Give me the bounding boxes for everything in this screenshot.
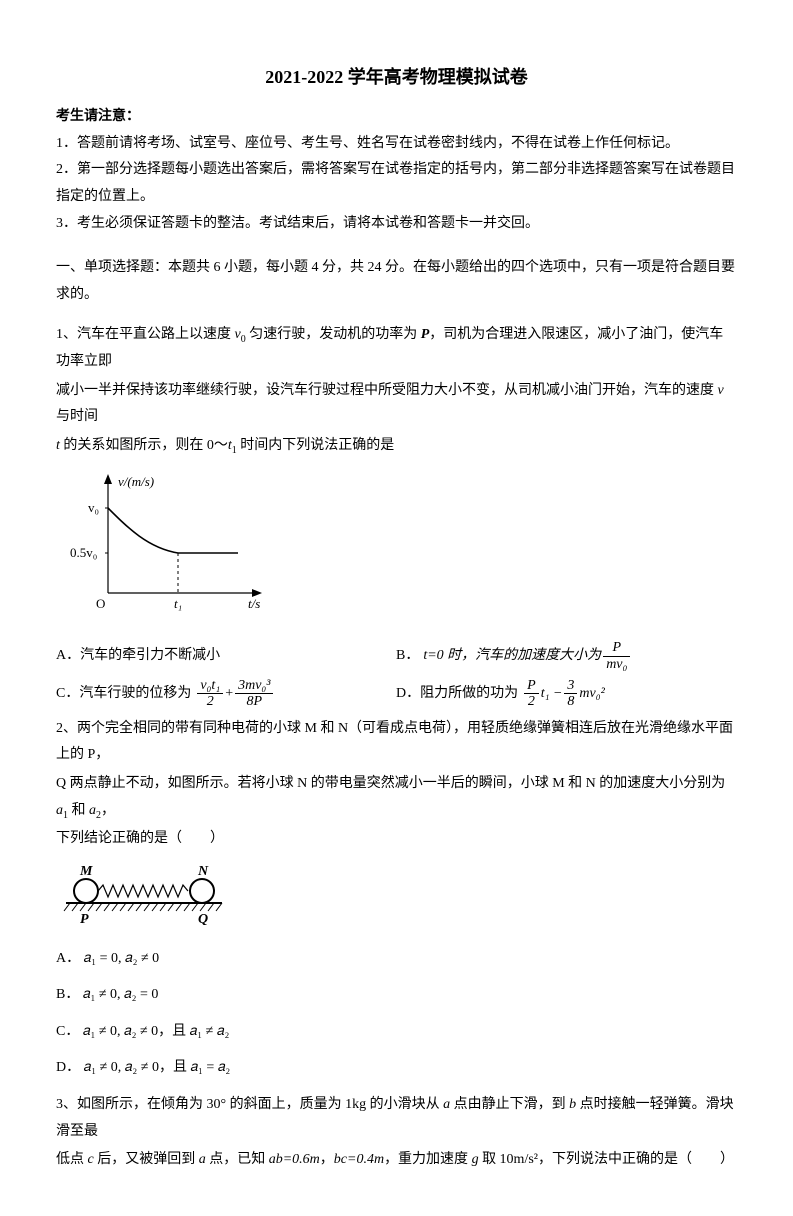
q3-l1c: 点由静止下滑，到 bbox=[450, 1097, 569, 1112]
q1-optD-t1: t₁ − bbox=[541, 681, 563, 708]
q2-spring-diagram: M N P Q bbox=[62, 863, 737, 936]
frac-num: P bbox=[524, 678, 539, 693]
q2-end: ， bbox=[101, 803, 115, 818]
q3-l2g: ， bbox=[320, 1152, 334, 1167]
exam-notice: 考生请注意： 1．答题前请将考场、试室号、座位号、考生号、姓名写在试卷密封线内，… bbox=[56, 104, 737, 237]
frac-num: 3 bbox=[564, 678, 577, 693]
q2-line2: Q 两点静止不动，如图所示。若将小球 N 的带电量突然减小一半后的瞬间，小球 M… bbox=[56, 771, 737, 824]
q1-optB-fraction: P mv₀ bbox=[603, 640, 630, 672]
q2-option-b: B． 𝑎₁ ≠ 0, 𝑎₂ = 0 bbox=[56, 982, 737, 1009]
q3-l2e: 点，已知 bbox=[206, 1152, 269, 1167]
q1-optD-frac1: P 2 bbox=[524, 678, 539, 710]
q1-option-d: D．阻力所做的功为 P 2 t₁ − 3 8 mv₀² bbox=[396, 678, 605, 710]
q2-a1: a bbox=[56, 803, 63, 818]
q1-optC-plus: + bbox=[225, 681, 233, 708]
graph-x-label: t/s bbox=[248, 596, 260, 611]
question-1: 1、汽车在平直公路上以速度 v0 匀速行驶，发动机的功率为 P，司机为合理进入限… bbox=[56, 322, 737, 710]
q1-text6: 的关系如图所示，则在 0～ bbox=[60, 438, 228, 453]
q1-optB-prefix: B． bbox=[396, 643, 419, 670]
graph-ytick-halfv0: 0.5v₀ bbox=[70, 545, 97, 560]
diagram-label-Q: Q bbox=[198, 912, 208, 925]
q3-l2c: 后，又被弹回到 bbox=[94, 1152, 199, 1167]
notice-line-3: 3．考生必须保证答题卡的整洁。考试结束后，请将本试卷和答题卡一并交回。 bbox=[56, 211, 737, 238]
q1-stem-line3: t 的关系如图所示，则在 0～t1 时间内下列说法正确的是 bbox=[56, 433, 737, 460]
notice-line-2: 2．第一部分选择题每小题选出答案后，需将答案写在试卷指定的括号内，第二部分非选择… bbox=[56, 157, 737, 210]
q1-stem-line2: 减小一半并保持该功率继续行驶，设汽车行驶过程中所受阻力大小不变，从司机减小油门开… bbox=[56, 378, 737, 431]
graph-y-label: v/(m/s) bbox=[118, 474, 154, 489]
frac-den: 2 bbox=[525, 694, 538, 709]
q1-text: 1、汽车在平直公路上以速度 bbox=[56, 327, 235, 342]
graph-origin: O bbox=[96, 596, 105, 611]
q1-velocity-time-graph: v/(m/s) v₀ 0.5v₀ O t₁ t/s bbox=[68, 468, 737, 629]
graph-ytick-v0: v₀ bbox=[88, 500, 99, 515]
page-title: 2021-2022 学年高考物理模拟试卷 bbox=[56, 60, 737, 94]
q2-option-a: A． 𝑎₁ = 0, 𝑎₂ ≠ 0 bbox=[56, 946, 737, 973]
q1-optC-prefix: C．汽车行驶的位移为 bbox=[56, 681, 191, 708]
q1-text2: 匀速行驶，发动机的功率为 bbox=[246, 327, 421, 342]
q1-text5: 与时间 bbox=[56, 409, 98, 424]
q2-mid: 和 bbox=[68, 803, 89, 818]
notice-heading: 考生请注意： bbox=[56, 104, 737, 131]
diagram-label-P: P bbox=[80, 912, 89, 925]
frac-num: P bbox=[610, 640, 625, 655]
q1-option-a: A．汽车的牵引力不断减小 bbox=[56, 643, 356, 670]
q1-optC-frac2: 3mv₀³ 8P bbox=[235, 678, 273, 710]
frac-num: v₀t₁ bbox=[197, 678, 223, 693]
diagram-label-N: N bbox=[197, 864, 209, 879]
graph-xtick-t1: t₁ bbox=[174, 596, 182, 611]
q1-optA-text: A．汽车的牵引力不断减小 bbox=[56, 643, 220, 670]
q3-l1a: 3、如图所示，在倾角为 30° 的斜面上，质量为 1kg 的小滑块从 bbox=[56, 1097, 443, 1112]
q1-text4: 减小一半并保持该功率继续行驶，设汽车行驶过程中所受阻力大小不变，从司机减小油门开… bbox=[56, 383, 718, 398]
q1-stem-line1: 1、汽车在平直公路上以速度 v0 匀速行驶，发动机的功率为 P，司机为合理进入限… bbox=[56, 322, 737, 375]
q1-v: v bbox=[718, 383, 724, 398]
frac-den: 8P bbox=[244, 694, 266, 709]
q2-line2-a: Q 两点静止不动，如图所示。若将小球 N 的带电量突然减小一半后的瞬间，小球 M… bbox=[56, 776, 725, 791]
frac-num: 3mv₀³ bbox=[235, 678, 273, 693]
diagram-label-M: M bbox=[79, 864, 93, 879]
q1-P: P bbox=[421, 327, 430, 342]
q2-line3: 下列结论正确的是（ ） bbox=[56, 826, 737, 853]
q1-option-b: B． t=0 时，汽车的加速度大小为 P mv₀ bbox=[396, 640, 632, 672]
q3-l2k: 取 10m/s²，下列说法中正确的是（ ） bbox=[479, 1152, 734, 1167]
frac-den: 8 bbox=[564, 694, 577, 709]
q3-l2a: 低点 bbox=[56, 1152, 88, 1167]
q3-l2i: ，重力加速度 bbox=[384, 1152, 472, 1167]
frac-den: mv₀ bbox=[603, 657, 630, 672]
q3-l2h: bc=0.4m bbox=[334, 1152, 384, 1167]
q2-options: A． 𝑎₁ = 0, 𝑎₂ ≠ 0 B． 𝑎₁ ≠ 0, 𝑎₂ = 0 C． 𝑎… bbox=[56, 946, 737, 1082]
section-1-heading: 一、单项选择题：本题共 6 小题，每小题 4 分，共 24 分。在每小题给出的四… bbox=[56, 255, 737, 308]
q1-optD-tail: mv₀² bbox=[579, 681, 604, 708]
q3-line1: 3、如图所示，在倾角为 30° 的斜面上，质量为 1kg 的小滑块从 a 点由静… bbox=[56, 1092, 737, 1145]
q1-text7: 时间内下列说法正确的是 bbox=[237, 438, 395, 453]
question-2: 2、两个完全相同的带有同种电荷的小球 M 和 N（可看成点电荷），用轻质绝缘弹簧… bbox=[56, 716, 737, 1082]
q3-l2d: a bbox=[199, 1152, 206, 1167]
q1-optD-frac2: 3 8 bbox=[564, 678, 577, 710]
q1-option-c: C．汽车行驶的位移为 v₀t₁ 2 + 3mv₀³ 8P bbox=[56, 678, 356, 710]
q1-optD-prefix: D．阻力所做的功为 bbox=[396, 681, 518, 708]
q3-l2j: g bbox=[472, 1152, 479, 1167]
q2-a2: a bbox=[89, 803, 96, 818]
q2-option-d: D． 𝑎₁ ≠ 0, 𝑎₂ ≠ 0，且 𝑎₁ = 𝑎₂ bbox=[56, 1055, 737, 1082]
notice-line-1: 1．答题前请将考场、试室号、座位号、考生号、姓名写在试卷密封线内，不得在试卷上作… bbox=[56, 131, 737, 158]
question-3: 3、如图所示，在倾角为 30° 的斜面上，质量为 1kg 的小滑块从 a 点由静… bbox=[56, 1092, 737, 1174]
q3-line2: 低点 c 后，又被弹回到 a 点，已知 ab=0.6m，bc=0.4m，重力加速… bbox=[56, 1147, 737, 1174]
q2-option-c: C． 𝑎₁ ≠ 0, 𝑎₂ ≠ 0，且 𝑎₁ ≠ 𝑎₂ bbox=[56, 1019, 737, 1046]
q2-line1: 2、两个完全相同的带有同种电荷的小球 M 和 N（可看成点电荷），用轻质绝缘弹簧… bbox=[56, 716, 737, 769]
frac-den: 2 bbox=[204, 694, 217, 709]
q1-options-row1: A．汽车的牵引力不断减小 B． t=0 时，汽车的加速度大小为 P mv₀ bbox=[56, 640, 737, 672]
q1-optB-text: t=0 时，汽车的加速度大小为 bbox=[423, 643, 601, 670]
q1-optC-frac1: v₀t₁ 2 bbox=[197, 678, 223, 710]
q3-l2f: ab=0.6m bbox=[269, 1152, 320, 1167]
q1-options-row2: C．汽车行驶的位移为 v₀t₁ 2 + 3mv₀³ 8P D．阻力所做的功为 P… bbox=[56, 678, 737, 710]
